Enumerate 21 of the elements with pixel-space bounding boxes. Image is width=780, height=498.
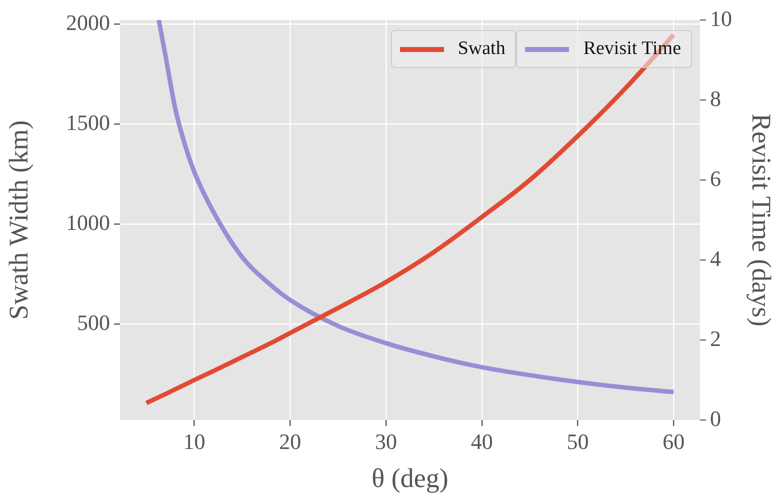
x-tick-label: 60 [662, 428, 685, 454]
y2-tick-label: 0 [710, 406, 721, 431]
legend-label: Swath [458, 38, 506, 60]
x-axis-title: θ (deg) [372, 462, 448, 493]
y2-tick-label: 2 [710, 326, 721, 351]
x-tick-label: 50 [566, 428, 589, 454]
y-tick-label: 2000 [66, 10, 110, 35]
y-tick-label: 1000 [66, 210, 110, 235]
x-tick-label: 30 [375, 428, 398, 454]
y-axis-title: Swath Width (km) [3, 120, 34, 320]
x-tick-label: 20 [279, 428, 302, 454]
y2-tick-label: 10 [710, 6, 732, 31]
y2-tick-label: 6 [710, 166, 721, 191]
x-tick-label: 40 [470, 428, 493, 454]
y-tick-label: 500 [77, 310, 110, 335]
y-tick-label: 1500 [66, 110, 110, 135]
x-tick-label: 10 [183, 428, 206, 454]
legend-label: Revisit Time [583, 38, 681, 60]
y2-axis-title: Revisit Time (days) [746, 113, 777, 327]
y2-tick-label: 4 [710, 246, 721, 271]
y2-tick-label: 8 [710, 86, 721, 111]
